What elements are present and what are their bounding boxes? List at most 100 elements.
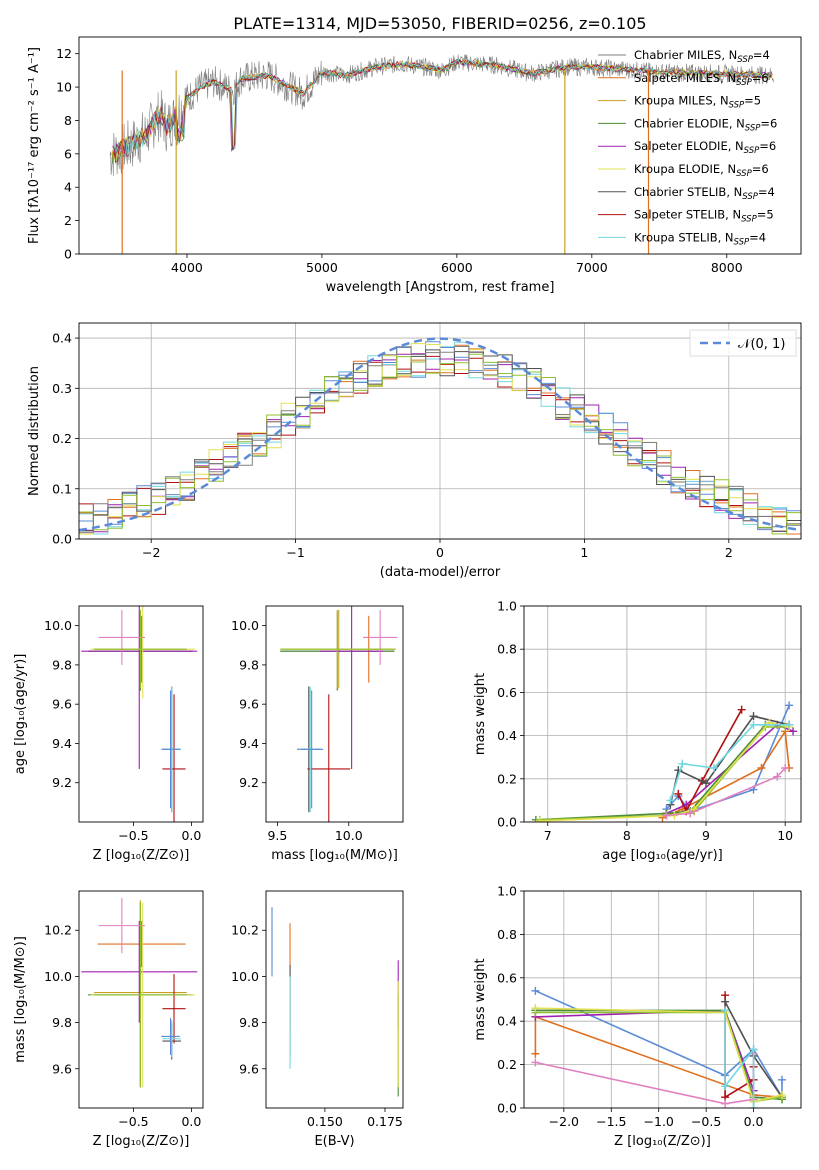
x-tick-label: 9 [702, 828, 710, 843]
y-axis-label: Flux [fλ10⁻¹⁷ erg cm⁻² s⁻¹ A⁻¹] [27, 47, 42, 244]
weight-line [535, 1007, 783, 1103]
axes-frame: 4000 5000 6000 7000 8000 0 2 4 6 8 10 12 wavelength … [27, 36, 802, 295]
histogram-step-line [79, 346, 801, 534]
plot-area [79, 337, 801, 535]
plot-area [81, 606, 198, 822]
x-tick-label: −0.5 [118, 828, 148, 843]
y-tick-label: 0.2 [497, 771, 517, 786]
histogram-step-line [79, 353, 801, 535]
y-axis-label: Normed distribution [27, 366, 42, 496]
plot-area [531, 701, 798, 822]
chart-3: −0.5 0.0 9.2 9.4 9.6 9.8 10.0 Z [log₁₀(Z/Z⊙)] ag… [13, 605, 204, 863]
y-tick-label: 10.0 [44, 618, 72, 633]
axes-frame-rect [78, 605, 204, 823]
y-tick-label: 0.4 [497, 728, 517, 743]
x-tick-label: 0.0 [181, 1114, 201, 1129]
weight-line [666, 767, 786, 817]
y-tick-label: 10.0 [231, 969, 259, 984]
chart-4: 9.5 10.0 9.2 9.4 9.6 9.8 10.0 mass [log₁₀(M/M⊙)… [231, 605, 404, 863]
y-tick-label: 0.4 [52, 331, 72, 346]
legend-label: 𝒩(0, 1) [738, 337, 785, 352]
axes-frame: −0.5 0.0 9.2 9.4 9.6 9.8 10.0 Z [log₁₀(Z/Z⊙)] ag… [13, 605, 204, 863]
x-tick-label: 1 [580, 545, 588, 560]
weight-marker [721, 1082, 730, 1091]
weight-series [662, 764, 790, 820]
data-point [300, 690, 324, 809]
x-tick-label: 7 [544, 828, 552, 843]
weight-marker [781, 764, 790, 772]
weight-line [539, 721, 790, 822]
y-tick-label: 9.6 [52, 697, 72, 712]
weight-marker [709, 764, 718, 772]
weight-line [535, 1053, 755, 1105]
x-tick-label: 9.5 [267, 828, 287, 843]
y-tick-label: 9.8 [239, 657, 259, 672]
x-tick-label: 8000 [711, 260, 743, 275]
gaussian-reference-line [79, 337, 801, 532]
x-tick-label: 5000 [306, 260, 338, 275]
legend-label: Chabrier MILES, NSSP=4 [634, 48, 770, 65]
y-tick-label: 0.0 [497, 815, 517, 830]
weight-series [666, 720, 794, 805]
legend-label: Kroupa STELIB, NSSP=4 [634, 230, 766, 247]
chart-6: −0.5 0.0 9.6 9.8 10.0 10.2 Z [log₁₀(Z/Z⊙)] mass… [13, 890, 204, 1149]
y-axis-label: mass weight [473, 958, 488, 1040]
weight-series [531, 1049, 758, 1108]
legend-label: Kroupa ELODIE, NSSP=6 [634, 162, 769, 179]
plot-area [271, 907, 399, 1097]
weight-line [535, 1009, 755, 1091]
y-tick-label: 10 [56, 80, 72, 95]
x-tick-label: −0.5 [118, 1114, 148, 1129]
x-axis-label: Z [log₁₀(Z/Z⊙)] [614, 1134, 711, 1149]
data-point [320, 606, 384, 769]
data-point [280, 609, 395, 689]
y-tick-label: 0.2 [497, 1057, 517, 1072]
legend-label: Chabrier STELIB, NSSP=4 [634, 185, 775, 202]
histogram-step-line [79, 349, 801, 532]
axes-frame-rect [523, 605, 802, 823]
weight-marker [721, 997, 730, 1006]
y-tick-label: 10.0 [231, 618, 259, 633]
y-tick-label: 4 [64, 180, 72, 195]
axes-frame: 7 8 9 10 0.0 0.2 0.4 0.6 0.8 1.0 age [log₁₀(age/yr… [473, 599, 802, 863]
x-tick-label: 7000 [576, 260, 608, 275]
y-tick-label: 0.8 [497, 642, 517, 657]
x-tick-label: 10.0 [335, 828, 363, 843]
data-point [98, 609, 146, 665]
data-point [161, 1017, 180, 1055]
weight-marker [531, 1004, 540, 1013]
y-tick-label: 9.8 [52, 657, 72, 672]
legend: Chabrier MILES, NSSP=4 Salpeter MILES, NS… [598, 48, 777, 247]
data-point [162, 694, 186, 822]
axes-frame: −2 −1 0 1 2 0.0 0.1 0.2 0.3 0.4 (data-model)/error… [27, 322, 802, 580]
weight-marker [678, 759, 687, 768]
weight-line [724, 1010, 755, 1108]
weight-marker [721, 1006, 730, 1015]
legend: 𝒩(0, 1) [689, 329, 797, 357]
legend-label: Chabrier ELODIE, NSSP=6 [634, 116, 777, 133]
y-tick-label: 0.2 [52, 431, 72, 446]
x-tick-label: 2 [725, 545, 733, 560]
weight-marker [674, 789, 683, 798]
grid-lines [524, 890, 801, 1109]
weight-marker [531, 1049, 540, 1058]
y-tick-label: 0.3 [52, 381, 72, 396]
y-axis-label: age [log₁₀(age/yr)] [13, 654, 28, 775]
legend-label: Salpeter STELIB, NSSP=5 [634, 208, 774, 225]
weight-marker [721, 1099, 730, 1108]
weight-line [534, 1015, 783, 1098]
weight-marker [785, 701, 794, 710]
x-tick-label: 6000 [441, 260, 473, 275]
weight-marker [785, 720, 794, 729]
weight-line [669, 724, 790, 801]
y-tick-label: 0.0 [52, 532, 72, 547]
y-tick-label: 2 [64, 213, 72, 228]
y-tick-label: 0.6 [497, 685, 517, 700]
x-tick-label: 10 [777, 828, 793, 843]
y-tick-label: 12 [56, 46, 72, 61]
axes-frame: 9.5 10.0 9.2 9.4 9.6 9.8 10.0 mass [log₁₀(M/M⊙)… [231, 605, 404, 863]
x-axis-label: wavelength [Angstrom, rest frame] [326, 280, 555, 295]
data-point [161, 690, 180, 809]
weight-marker [666, 796, 675, 805]
x-axis-label: E(B-V) [314, 1134, 354, 1149]
